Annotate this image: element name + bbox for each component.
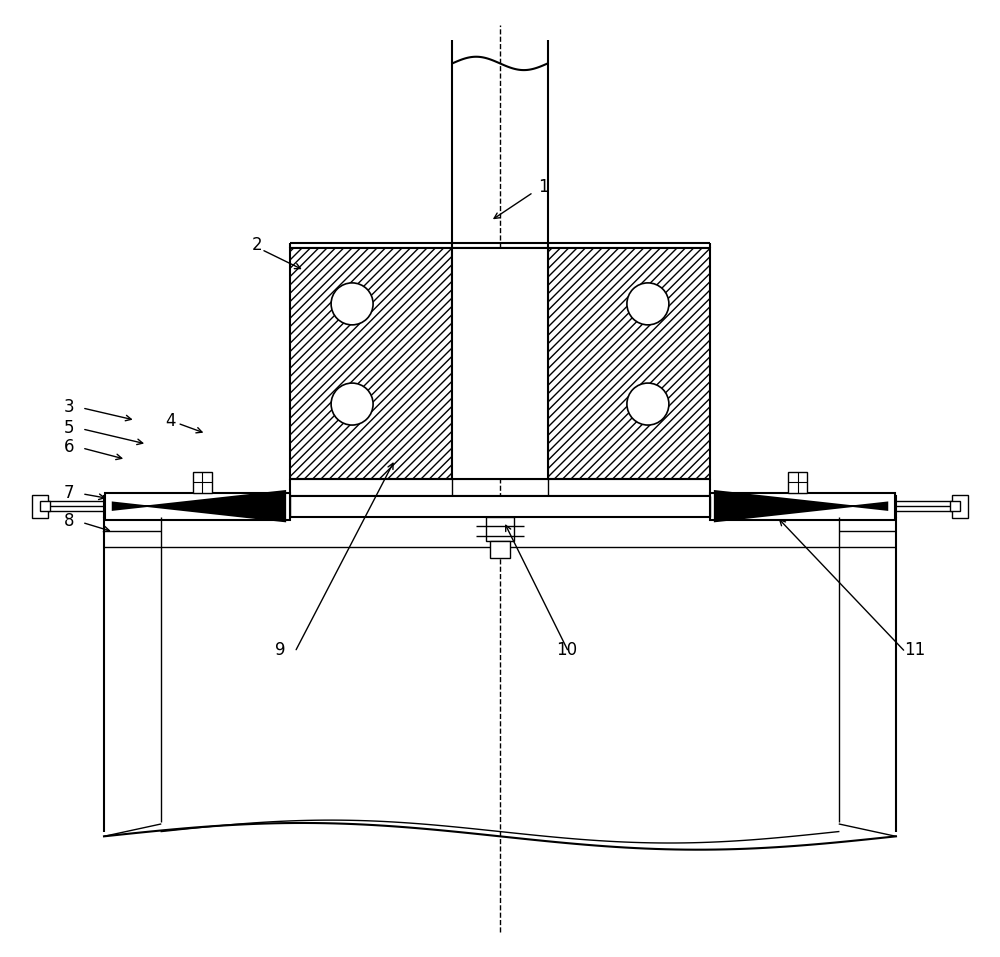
Bar [105,493,290,520]
Circle shape [331,383,373,425]
Bar [710,493,895,520]
Bar [452,248,548,478]
Text: 6: 6 [63,438,74,456]
Circle shape [627,383,669,425]
Bar [290,248,452,478]
Text: 11: 11 [904,641,926,659]
Circle shape [627,283,669,324]
Bar [486,517,514,541]
Bar [950,501,960,511]
Text: 5: 5 [63,419,74,437]
Bar [548,248,710,478]
Bar [32,495,48,518]
Polygon shape [715,491,887,522]
Text: 4: 4 [166,412,176,431]
Text: 9: 9 [275,641,286,659]
Polygon shape [113,491,285,522]
Text: 8: 8 [63,512,74,530]
Bar [952,495,968,518]
Bar [490,541,510,558]
Text: 3: 3 [63,398,74,416]
Bar [104,496,896,517]
Circle shape [331,283,373,324]
Text: 7: 7 [63,484,74,501]
Bar [788,472,807,493]
Bar [193,472,212,493]
Text: 10: 10 [556,641,577,659]
Text: 1: 1 [538,178,548,196]
Text: 2: 2 [251,235,262,254]
Bar [40,501,50,511]
